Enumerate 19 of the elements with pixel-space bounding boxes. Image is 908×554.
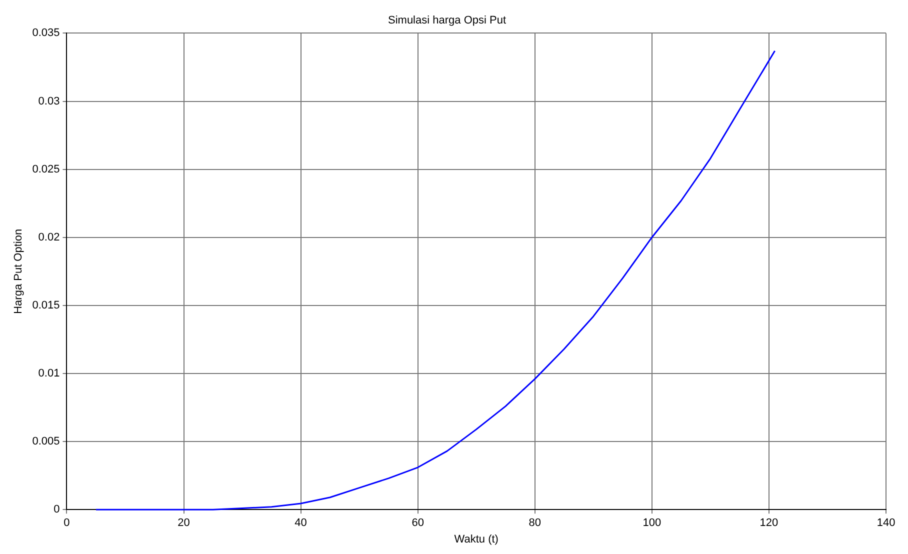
- x-tick-label: 0: [64, 517, 70, 530]
- x-axis-title: Waktu (t): [454, 533, 498, 546]
- y-tick-label: 0.025: [32, 163, 60, 176]
- y-tick-label: 0.005: [32, 436, 60, 448]
- x-tick-label: 20: [178, 517, 190, 530]
- y-tick-label: 0.03: [38, 95, 60, 108]
- x-tick-label: 100: [642, 517, 662, 530]
- x-tick-label: 80: [528, 517, 542, 530]
- y-tick-label: 0.01: [38, 368, 60, 380]
- x-tick-label: 140: [876, 517, 896, 530]
- y-axis-title: Harga Put Option: [12, 228, 25, 314]
- x-tick-label: 60: [412, 517, 424, 530]
- chart-title: Simulasi harga Opsi Put: [388, 14, 506, 27]
- y-tick-label: 0.015: [32, 299, 60, 312]
- y-tick-label: 0.035: [32, 27, 60, 40]
- x-tick-label: 120: [760, 517, 778, 530]
- y-tick-label: 0: [54, 504, 60, 516]
- y-tick-label: 0.02: [38, 231, 60, 244]
- x-tick-label: 40: [294, 517, 307, 530]
